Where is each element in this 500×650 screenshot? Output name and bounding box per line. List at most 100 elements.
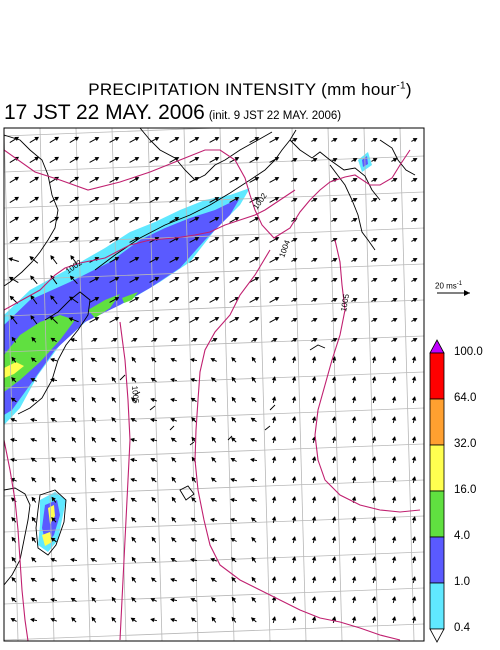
wind-vector-head <box>311 516 317 521</box>
wind-vector-head <box>271 516 277 521</box>
wind-vector-head <box>371 356 377 361</box>
wind-vector-head <box>352 138 358 143</box>
wind-vector-head <box>372 298 378 303</box>
wind-vector-head <box>191 436 196 442</box>
wind-vector-head <box>14 136 20 141</box>
wind-vector-head <box>34 196 40 201</box>
wind-vector-head <box>151 536 156 542</box>
wind-vector-head <box>411 476 417 481</box>
wind-vector-head <box>131 576 136 582</box>
wind-vector-head <box>274 297 280 302</box>
wind-vector-head <box>91 396 96 402</box>
wind-vector-head <box>291 596 297 601</box>
wind-vector-head <box>231 576 236 582</box>
wind-vector-head <box>14 196 20 201</box>
wind-vector-head <box>391 576 397 581</box>
wind-vector-head <box>150 458 156 463</box>
legend-label-32: 32.0 <box>454 438 477 450</box>
wind-vector-head <box>351 616 357 621</box>
wind-vector-head <box>274 257 280 262</box>
wind-vector-head <box>234 197 240 202</box>
wind-vector-head <box>291 396 297 401</box>
wind-vector-head <box>170 357 175 363</box>
isobar-label-2: 1004 <box>277 238 292 258</box>
wind-vector-head <box>190 537 195 543</box>
wind-vector-head <box>371 476 377 481</box>
wind-vector-head <box>14 176 20 181</box>
wind-vector-head <box>131 597 136 602</box>
wind-vector-head <box>154 157 160 162</box>
wind-vector-head <box>352 218 358 223</box>
wind-vector-head <box>11 377 16 382</box>
wind-vector-head <box>130 457 135 463</box>
isobar-1 <box>4 149 411 239</box>
wind-vector-head <box>214 217 220 222</box>
wind-vector-head <box>94 217 100 222</box>
legend-swatch-16-32 <box>429 444 445 492</box>
wind-vector-head <box>312 298 318 303</box>
wind-vector-head <box>291 356 297 361</box>
wind-vector-head <box>114 277 120 282</box>
wind-vector-head <box>371 556 377 561</box>
wind-vector-head <box>130 497 136 502</box>
wind-vector-head <box>30 597 35 603</box>
legend-colorbar <box>429 339 445 643</box>
wind-vector-head <box>74 236 80 241</box>
wind-vector-head <box>231 596 237 602</box>
wind-vector-head <box>110 517 115 523</box>
wind-vector-head <box>292 258 298 263</box>
wind-vector-head <box>14 236 20 241</box>
chart-title-suffix: ) <box>405 80 412 99</box>
wind-vector-head <box>292 158 298 163</box>
wind-vector-head <box>352 238 358 243</box>
wind-vector-head <box>332 258 338 263</box>
wind-vector-head <box>194 197 200 202</box>
wind-vector-head <box>331 396 337 401</box>
wind-vector-head <box>70 597 76 602</box>
wind-vector-head <box>411 556 417 561</box>
wind-vector-head <box>254 257 260 262</box>
wind-vector-head <box>254 217 260 222</box>
wind-vector-head <box>312 338 318 343</box>
wind-scale-arrow <box>437 290 470 296</box>
wind-vector-head <box>74 176 80 181</box>
wind-vector-head <box>154 177 160 182</box>
wind-vector-head <box>351 436 357 441</box>
wind-vector-head <box>292 178 298 183</box>
wind-vector-head <box>312 238 318 243</box>
wind-vector-head <box>130 437 135 443</box>
wind-vector-head <box>371 576 377 581</box>
wind-vector-head <box>210 477 216 482</box>
wind-vector-head <box>391 536 397 541</box>
wind-vector-head <box>54 156 60 161</box>
wind-vector-head <box>70 537 75 543</box>
wind-vector-head <box>274 197 280 202</box>
coast-kuril <box>379 139 416 176</box>
wind-vector-head <box>171 537 176 542</box>
wind-vector-head <box>30 377 36 383</box>
wind-vector-head <box>194 257 200 262</box>
wind-vector-head <box>211 616 216 622</box>
wind-vector-head <box>351 356 357 361</box>
wind-vector-head <box>174 137 180 142</box>
wind-vector-head <box>34 176 40 181</box>
wind-vector-head <box>191 456 197 462</box>
wind-vector-head <box>70 397 76 402</box>
wind-vector-head <box>412 198 418 203</box>
wind-vector-head <box>50 377 55 383</box>
wind-vector-head <box>271 576 277 581</box>
wind-vector-head <box>194 177 200 182</box>
wind-vector-head <box>411 576 417 581</box>
wind-vector-head <box>332 138 338 143</box>
wind-vector-head <box>54 196 60 201</box>
wind-vector-head <box>234 317 240 322</box>
coast-ryukyu <box>119 374 195 446</box>
wind-vector-head <box>332 158 338 163</box>
wind-vector-head <box>150 477 156 482</box>
wind-vector-head <box>94 317 100 322</box>
wind-vector-head <box>251 536 256 542</box>
wind-vector-head <box>292 278 298 283</box>
wind-vector-head <box>11 356 16 362</box>
wind-vector-head <box>412 158 418 163</box>
wind-vector-head <box>412 318 418 323</box>
